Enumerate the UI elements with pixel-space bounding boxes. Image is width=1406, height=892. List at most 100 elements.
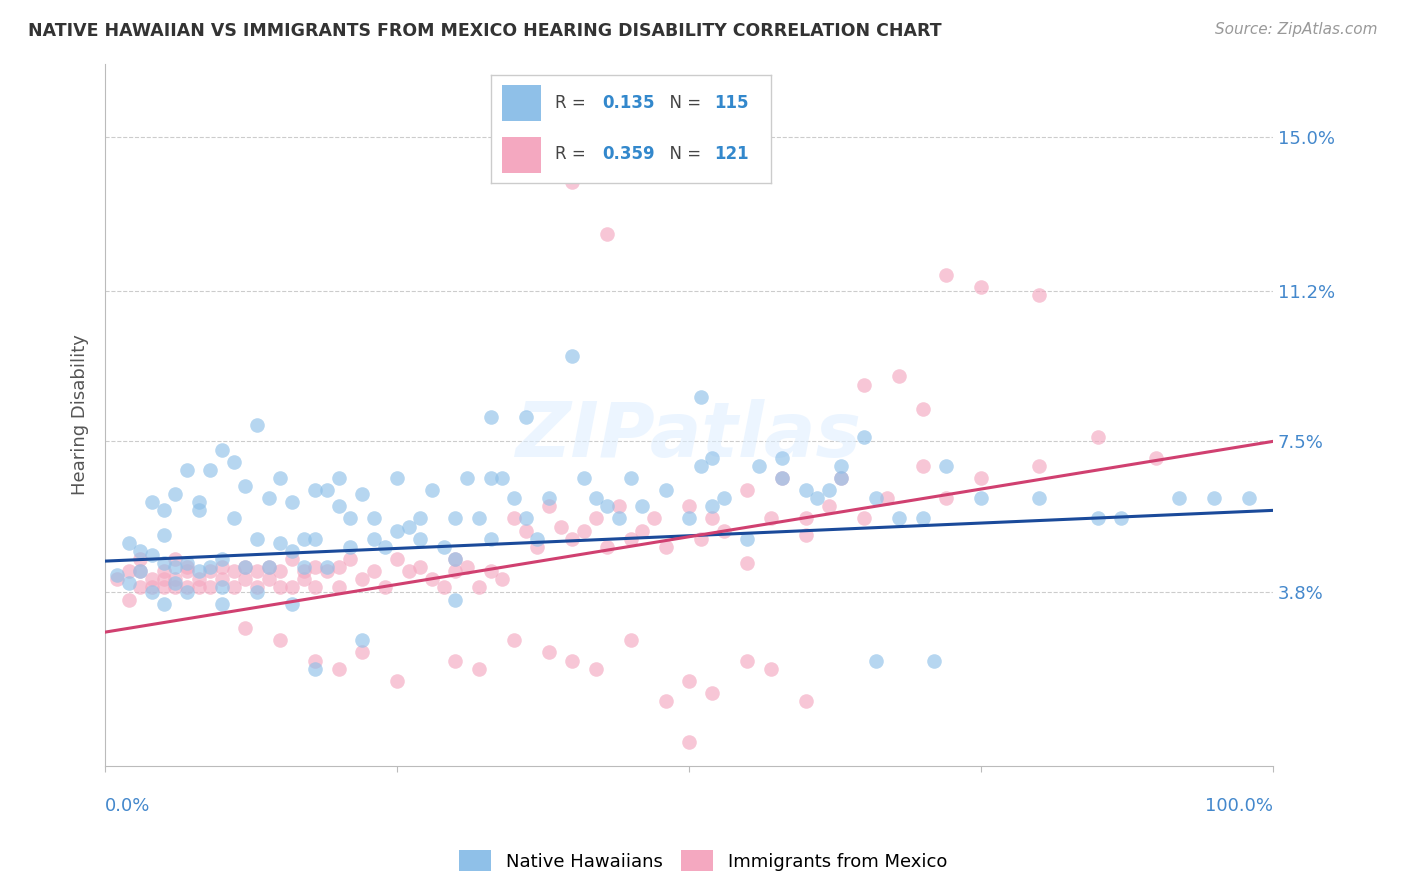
Point [678, 511, 700, 525]
Point [420, 573, 443, 587]
Point [141, 495, 163, 509]
Point [444, 653, 467, 667]
Point [176, 463, 198, 477]
Point [970, 471, 993, 485]
Point [806, 491, 828, 506]
Point [935, 491, 957, 506]
Point [165, 581, 187, 595]
Point [491, 471, 513, 485]
Point [748, 458, 770, 473]
Point [165, 560, 187, 574]
Point [105, 568, 128, 582]
Point [713, 491, 735, 506]
Point [398, 519, 420, 533]
Point [374, 581, 396, 595]
Point [152, 597, 174, 611]
Point [818, 500, 841, 514]
Point [246, 418, 269, 433]
Point [165, 487, 187, 501]
Point [187, 581, 209, 595]
Point [596, 540, 619, 554]
Point [211, 581, 233, 595]
Point [689, 532, 711, 546]
Point [281, 552, 304, 566]
Point [853, 377, 876, 392]
Point [385, 552, 408, 566]
Point [420, 483, 443, 497]
Point [363, 564, 385, 578]
Point [211, 442, 233, 457]
Point [491, 573, 513, 587]
Point [794, 511, 817, 525]
Point [620, 471, 643, 485]
Point [876, 491, 898, 506]
Point [141, 573, 163, 587]
Point [737, 556, 759, 570]
Point [141, 581, 163, 595]
Point [269, 564, 291, 578]
Point [970, 280, 993, 294]
Point [222, 455, 245, 469]
Point [363, 511, 385, 525]
Point [865, 653, 887, 667]
Point [328, 581, 350, 595]
Point [385, 471, 408, 485]
Point [316, 564, 339, 578]
Point [211, 552, 233, 566]
Point [152, 573, 174, 587]
Point [1028, 288, 1050, 302]
Point [794, 527, 817, 541]
Point [152, 527, 174, 541]
Point [141, 584, 163, 599]
Point [643, 511, 665, 525]
Point [713, 524, 735, 538]
Point [222, 564, 245, 578]
Point [409, 560, 432, 574]
Point [830, 471, 852, 485]
Point [444, 564, 467, 578]
Point [737, 483, 759, 497]
Point [281, 581, 304, 595]
Point [176, 564, 198, 578]
Point [233, 479, 256, 493]
Point [922, 653, 945, 667]
Point [176, 560, 198, 574]
Point [339, 540, 361, 554]
Point [246, 584, 269, 599]
Point [1087, 511, 1109, 525]
Point [316, 483, 339, 497]
Y-axis label: Hearing Disability: Hearing Disability [72, 334, 89, 495]
Point [689, 458, 711, 473]
Point [328, 471, 350, 485]
Point [339, 552, 361, 566]
Point [468, 511, 491, 525]
Point [129, 581, 152, 595]
Point [246, 532, 269, 546]
Point [537, 645, 560, 659]
Point [654, 540, 676, 554]
Point [770, 471, 793, 485]
Point [502, 511, 524, 525]
Point [853, 430, 876, 444]
Point [117, 564, 139, 578]
Point [537, 134, 560, 148]
Point [433, 581, 456, 595]
Point [257, 573, 280, 587]
Point [631, 500, 654, 514]
Point [352, 633, 374, 648]
Point [935, 268, 957, 282]
Point [737, 653, 759, 667]
Point [200, 581, 222, 595]
Point [165, 576, 187, 591]
Point [935, 458, 957, 473]
Text: Source: ZipAtlas.com: Source: ZipAtlas.com [1215, 22, 1378, 37]
Point [479, 564, 502, 578]
Point [911, 458, 934, 473]
Point [211, 573, 233, 587]
Text: 0.0%: 0.0% [105, 797, 150, 814]
Point [526, 532, 548, 546]
Point [152, 581, 174, 595]
Point [818, 483, 841, 497]
Point [187, 573, 209, 587]
Point [374, 540, 396, 554]
